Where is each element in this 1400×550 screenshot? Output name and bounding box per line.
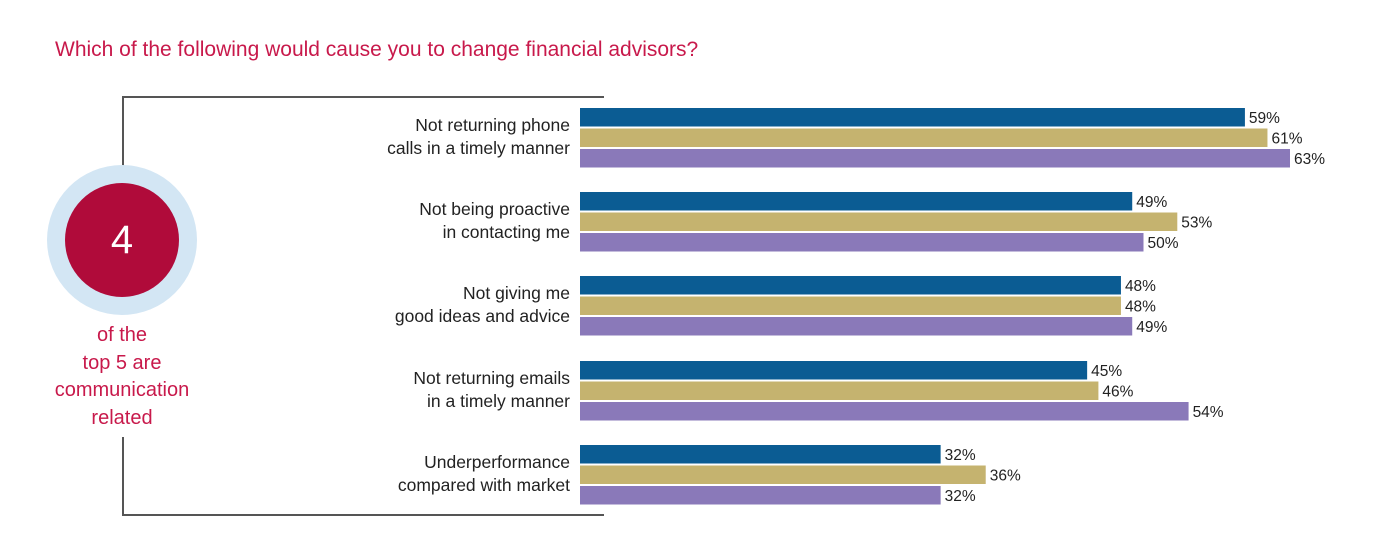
category-label-line: Underperformance [424, 452, 570, 472]
category-label-line: Not giving me [463, 283, 570, 303]
callout-line: related [91, 406, 153, 429]
category-label: Not giving me good ideas and advice [270, 282, 570, 327]
data-label: 48% [1125, 278, 1156, 295]
category-label-line: calls in a timely manner [387, 137, 570, 158]
bar [580, 361, 1088, 380]
bar [580, 192, 1133, 211]
category-label-line: good ideas and advice [394, 305, 570, 326]
bracket-bottom [122, 514, 604, 516]
category-label-line: compared with market [397, 474, 570, 495]
category-label: Underperformance compared with market [270, 451, 570, 496]
data-label: 45% [1091, 363, 1122, 380]
bar [580, 317, 1133, 336]
bracket-left-upper [122, 96, 124, 186]
data-label: 61% [1271, 131, 1302, 148]
callout-text: of the top 5 are communication related [20, 322, 224, 432]
bar [580, 276, 1121, 295]
data-label: 63% [1294, 151, 1325, 168]
callout-line: top 5 are [82, 351, 162, 374]
bar [580, 233, 1144, 252]
bar [580, 296, 1121, 315]
data-label: 36% [990, 468, 1021, 485]
data-label: 48% [1125, 299, 1156, 316]
data-label: 46% [1102, 384, 1133, 401]
callout-number: 4 [65, 183, 179, 297]
data-label: 53% [1181, 215, 1212, 232]
data-label: 59% [1249, 110, 1280, 127]
category-label-line: in a timely manner [427, 390, 570, 411]
data-label: 50% [1147, 235, 1178, 252]
bar [580, 128, 1268, 147]
category-label-line: Not returning phone [415, 115, 570, 135]
category-label-line: Not returning emails [413, 368, 570, 388]
bar [580, 381, 1099, 400]
bar [580, 486, 941, 505]
category-label-line: in contacting me [442, 221, 570, 242]
bracket-top [122, 96, 604, 98]
data-label: 32% [945, 488, 976, 505]
bar [580, 465, 986, 484]
bar [580, 149, 1290, 168]
data-label: 49% [1136, 319, 1167, 336]
category-label-line: Not being proactive [419, 199, 570, 219]
category-label: Not returning phone calls in a timely man… [270, 114, 570, 159]
category-label: Not being proactive in contacting me [270, 198, 570, 243]
category-label: Not returning emails in a timely manner [270, 367, 570, 412]
bar [580, 402, 1189, 421]
chart-title: Which of the following would cause you t… [55, 38, 699, 61]
callout-line: communication [54, 379, 190, 401]
data-label: 32% [945, 447, 976, 464]
callout-line: of the [96, 324, 148, 346]
bracket-left-lower [122, 437, 124, 516]
bar [580, 445, 941, 464]
bar [580, 108, 1245, 127]
bar [580, 212, 1178, 231]
data-label: 49% [1136, 194, 1167, 211]
data-label: 54% [1193, 404, 1224, 421]
